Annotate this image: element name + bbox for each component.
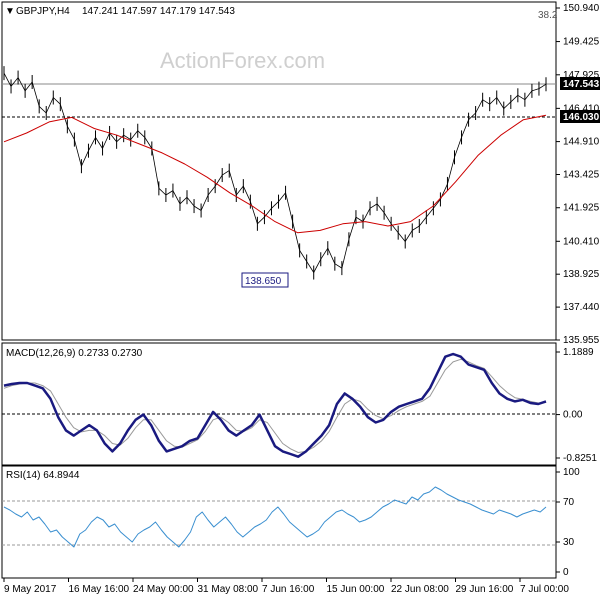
macd-line [3, 352, 547, 458]
price-axis-tick-label: 146.410 [563, 103, 600, 114]
price-axis-tick-label: 147.925 [563, 70, 600, 81]
time-axis-label: 15 Jun 00:00 [327, 584, 385, 595]
time-axis-label: 22 Jun 08:00 [391, 584, 449, 595]
low-label: 138.650 [245, 276, 282, 287]
time-axis-label: 31 May 08:00 [198, 584, 259, 595]
ma-label: 146.030 [563, 112, 600, 123]
price-series-layer [3, 66, 547, 280]
price-axis-tick-label: 140.410 [563, 236, 600, 247]
rsi-axis-tick-label: 100 [563, 467, 580, 478]
time-axis: 9 May 2017 16 May 16:00 24 May 00:00 31 May… [3, 578, 569, 595]
macd-panel-frame [1, 342, 557, 466]
macd-signal-line [3, 358, 547, 453]
macd-axis-tick-label: 1.1889 [563, 347, 594, 358]
price-axis-tick-label: 135.955 [563, 335, 600, 346]
rsi-panel-frame [1, 465, 557, 579]
rsi-title: RSI(14) 64.8944 [6, 470, 80, 481]
price-axis: 150.940 149.425 147.925 146.410 144.910 143.4… [556, 3, 600, 346]
price-axis-tick-label: 143.425 [563, 169, 600, 180]
macd-axis-tick-label: -0.8251 [563, 453, 597, 464]
watermark: ActionForex.com [160, 48, 325, 73]
time-axis-label: 16 May 16:00 [69, 584, 130, 595]
time-axis-label: 24 May 00:00 [133, 584, 194, 595]
moving-average-line [3, 114, 547, 234]
ma-label-box [560, 110, 600, 123]
rsi-axis-tick-label: 0 [563, 567, 569, 578]
macd-axis-tick-label: 0.00 [563, 410, 583, 421]
price-axis-tick-label: 144.910 [563, 137, 600, 148]
rsi-line [3, 486, 547, 548]
time-axis-label: 9 May 2017 [4, 584, 57, 595]
macd-axis: 1.1889 0.00 -0.8251 [556, 347, 597, 464]
ma-series-layer [3, 114, 547, 234]
chart-dropdown-icon[interactable]: ▼ [5, 6, 15, 17]
macd-title: MACD(12,26,9) 0.2733 0.2730 [6, 348, 143, 359]
macd-series-layer [3, 352, 547, 458]
price-axis-tick-label: 141.925 [563, 203, 600, 214]
time-axis-label: 7 Jun 16:00 [262, 584, 315, 595]
price-axis-tick-label: 149.425 [563, 37, 600, 48]
price-line [3, 72, 547, 273]
time-axis-label: 7 Jul 00:00 [520, 584, 569, 595]
rsi-series-layer [3, 486, 547, 548]
symbol-label: GBPJPY,H4 [16, 6, 70, 17]
price-axis-tick-label: 138.925 [563, 269, 600, 280]
current-price-label-box [560, 77, 600, 90]
price-axis-tick-label: 150.940 [563, 3, 600, 14]
ohlc-label: 147.241 147.597 147.179 147.543 [82, 6, 235, 17]
low-label-box [241, 272, 289, 288]
price-axis-tick-label: 137.440 [563, 302, 600, 313]
rsi-axis: 100 70 30 0 [556, 467, 580, 578]
current-price-label: 147.543 [563, 79, 600, 90]
rsi-axis-tick-label: 30 [563, 537, 575, 548]
time-axis-label: 29 Jun 16:00 [456, 584, 514, 595]
rsi-axis-tick-label: 70 [563, 497, 575, 508]
fib-label: 38.2 [538, 10, 558, 21]
